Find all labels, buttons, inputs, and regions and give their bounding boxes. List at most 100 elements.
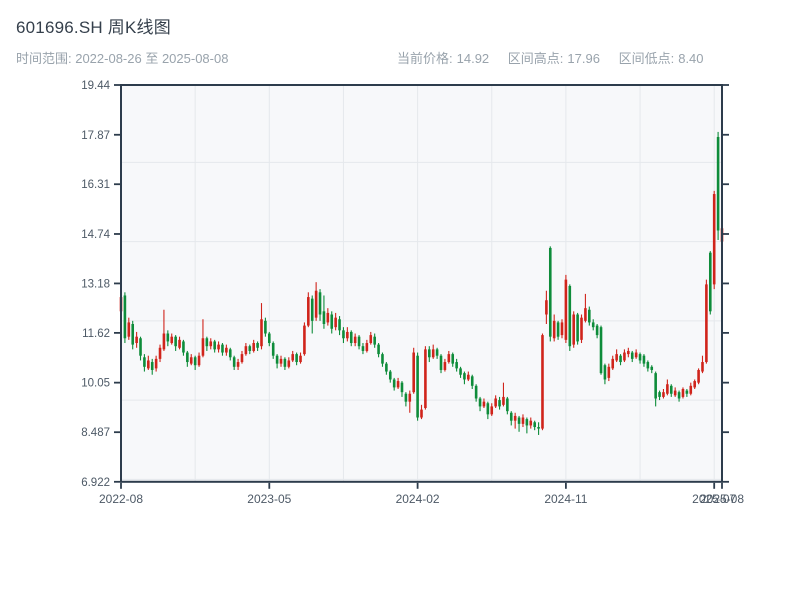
x-axis-label: 2022-08 [99, 492, 143, 506]
candle-body [318, 292, 322, 315]
y-axis: 19.44 17.87 16.31 14.74 13.18 11.62 10.05 8.487… [81, 80, 729, 489]
candle-body [158, 347, 162, 359]
candle-body [244, 346, 248, 355]
candle-body [435, 349, 439, 356]
candle-body [646, 362, 650, 369]
candle-body [205, 338, 209, 347]
candle-body [572, 314, 576, 345]
candle-body [424, 349, 427, 409]
candle-body [209, 341, 213, 347]
candle-body [478, 398, 482, 407]
candle-body [467, 374, 470, 380]
candle-body [154, 358, 158, 369]
candle-body [537, 427, 540, 429]
candle-body [697, 369, 700, 383]
candle-body [365, 343, 369, 351]
x-axis-label: 2023-05 [247, 492, 291, 506]
candle-body [509, 412, 513, 421]
candle-body [271, 343, 275, 356]
candle-body [127, 322, 131, 337]
candle-body [310, 298, 314, 321]
candle-body [556, 322, 560, 337]
candle-body [623, 352, 626, 361]
candle-body [193, 357, 197, 366]
candle-body [459, 368, 462, 375]
y-axis-label: 10.05 [81, 378, 110, 390]
plot-frame [120, 84, 723, 483]
candle-body [482, 401, 486, 407]
candle-body [322, 311, 326, 325]
range-low-value: 8.40 [678, 51, 704, 66]
candle-body [143, 357, 146, 367]
candle-body [650, 366, 654, 370]
candle-body [584, 308, 587, 321]
candle-body [252, 343, 255, 351]
candle-body [431, 349, 435, 358]
candle-body [498, 400, 501, 407]
date-range-subtitle: 时间范围: 2022-08-26 至 2025-08-08 [16, 51, 229, 66]
candle-body [502, 396, 505, 405]
stat-range-high: 区间高点: 17.96 [508, 51, 600, 66]
candle-body [260, 319, 263, 347]
candle-body [634, 352, 638, 358]
candle-body [638, 354, 642, 361]
candle-body [225, 347, 228, 353]
candle-body [217, 344, 220, 350]
candle-body [150, 362, 154, 370]
candle-body [264, 320, 267, 334]
candle-body [568, 285, 572, 347]
candle-body [404, 393, 408, 402]
candle-body [517, 417, 521, 424]
candle-body [123, 295, 127, 339]
candle-body [654, 373, 657, 399]
candle-body [275, 355, 279, 364]
candle-body [525, 419, 529, 426]
candle-body [494, 398, 497, 407]
candle-body [541, 335, 544, 429]
candle-body [685, 390, 689, 394]
candle-body [388, 371, 392, 380]
candle-body [439, 355, 443, 370]
candle-body [377, 344, 380, 355]
candle-body [658, 392, 661, 397]
candle-body [197, 355, 201, 366]
candle-body [607, 366, 611, 378]
candle-body [232, 357, 236, 367]
candle-body [677, 392, 681, 399]
candle-body [385, 363, 388, 372]
candle-body [228, 349, 232, 358]
candle-body [630, 352, 634, 359]
candle-body [334, 317, 337, 328]
y-axis-label: 8.487 [81, 427, 110, 439]
candle-body [708, 252, 712, 312]
candle-body [166, 333, 170, 342]
candle-body [443, 362, 447, 370]
candle-body [279, 358, 283, 364]
candles [119, 131, 724, 435]
candle-body [588, 309, 591, 323]
candle-body [330, 314, 334, 329]
candle-body [447, 354, 451, 363]
gridlines [122, 86, 721, 481]
candle-body [221, 344, 224, 353]
candle-body [603, 365, 607, 380]
candle-body [408, 393, 412, 402]
candle-body [178, 339, 181, 348]
candle-body [201, 338, 205, 356]
candle-body [189, 357, 193, 364]
candle-body [357, 336, 361, 347]
stat-current-price: 当前价格: 14.92 [397, 51, 489, 66]
candle-body [303, 325, 306, 355]
y-axis-label: 13.18 [81, 278, 110, 290]
candle-body [420, 409, 423, 418]
current-price-label: 当前价格: [397, 51, 453, 66]
candle-body [314, 290, 318, 318]
candle-body [349, 331, 353, 344]
candle-body [295, 354, 298, 363]
candle-body [213, 341, 216, 350]
candle-body [463, 373, 466, 380]
candle-body [533, 422, 536, 428]
candle-body [712, 194, 716, 285]
candle-body [139, 338, 142, 356]
